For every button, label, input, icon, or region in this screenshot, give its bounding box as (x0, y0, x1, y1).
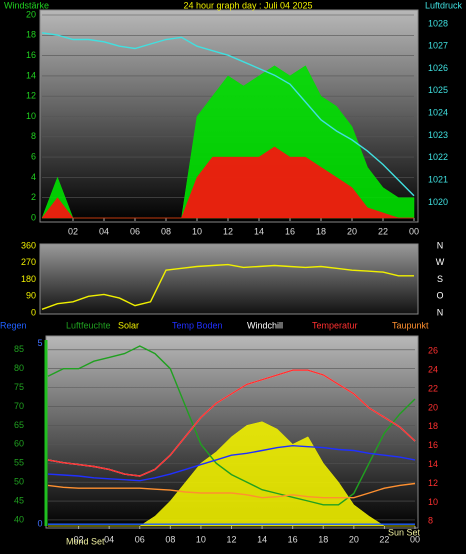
y-tick-label: 18 (26, 30, 36, 40)
y-tick-label: 10 (26, 111, 36, 121)
annotation: Mond Set (66, 536, 105, 546)
series-line (47, 345, 416, 506)
x-tick-label: 12 (226, 534, 236, 544)
series-line (47, 482, 416, 499)
legend-label: Regen (0, 320, 27, 330)
x-tick-label: 08 (161, 226, 171, 236)
x-tick-label: 00 (410, 534, 420, 544)
y-tick-label: 270 (21, 257, 36, 267)
x-tick-label: 10 (196, 534, 206, 544)
x-tick-label: 06 (135, 534, 145, 544)
y2-tick-label: 1023 (428, 130, 448, 140)
y2-tick-label: 10 (428, 497, 438, 507)
y2-tick-label: 1021 (428, 174, 448, 184)
y2-tick-label: 1024 (428, 108, 448, 118)
series-line (47, 369, 416, 477)
y2-tick-label: 20 (428, 402, 438, 412)
x-tick-label: 14 (254, 226, 264, 236)
annotation: Sun Set (388, 527, 421, 537)
y2-tick-label: 18 (428, 421, 438, 431)
y2-tick-label: 1022 (428, 152, 448, 162)
y-tick-label: 0 (31, 212, 36, 222)
y-tick-label: 180 (21, 274, 36, 284)
y-tick-label: 8 (31, 131, 36, 141)
y-tick-label: 2 (31, 192, 36, 202)
y-tick-label: 80 (14, 363, 24, 373)
x-tick-label: 04 (99, 226, 109, 236)
y2-tick-label: 26 (428, 346, 438, 356)
y-tick-label: 4 (31, 172, 36, 182)
x-tick-label: 04 (104, 534, 114, 544)
y-tick-label: 16 (26, 50, 36, 60)
y-tick-label: 0 (31, 307, 36, 317)
panel (39, 243, 419, 315)
y-tick-label: 90 (26, 291, 36, 301)
y-tick-label: 65 (14, 420, 24, 430)
y-tick-label: 55 (14, 458, 24, 468)
chart-title: 24 hour graph day : Juli 04 2025 (183, 0, 312, 10)
series-line (41, 263, 414, 310)
y2-tick-label: 14 (428, 459, 438, 469)
y-tick-label: 6 (31, 151, 36, 161)
y2-tick-label: 1020 (428, 197, 448, 207)
series-line (47, 444, 416, 482)
y2-tick-label: 16 (428, 440, 438, 450)
y-tick-label: 360 (21, 240, 36, 250)
y-tick-label: 70 (14, 401, 24, 411)
x-tick-label: 00 (409, 226, 419, 236)
x-tick-label: 16 (285, 226, 295, 236)
x-tick-label: 22 (379, 534, 389, 544)
x-tick-label: 10 (192, 226, 202, 236)
y-tick-label: 40 (14, 514, 24, 524)
x-tick-label: 20 (349, 534, 359, 544)
x-tick-label: 18 (316, 226, 326, 236)
y2-tick-label: 24 (428, 365, 438, 375)
x-tick-label: 06 (130, 226, 140, 236)
y-tick-label: 50 (14, 477, 24, 487)
y-tick-label: 14 (26, 70, 36, 80)
compass-label: N (437, 240, 444, 250)
legend-label: Taupunkt (392, 320, 429, 330)
compass-label: O (436, 291, 443, 301)
y3-tick-label: 0 (37, 519, 42, 529)
y2-tick-label: 22 (428, 383, 438, 393)
x-tick-label: 02 (74, 534, 84, 544)
y-axis-label: Windstärke (4, 0, 49, 10)
series-line (41, 32, 415, 197)
x-tick-label: 12 (223, 226, 233, 236)
compass-label: N (437, 307, 444, 317)
x-tick-label: 14 (257, 534, 267, 544)
x-tick-label: 02 (68, 226, 78, 236)
legend-label: Temperatur (312, 320, 358, 330)
y2-tick-label: 1027 (428, 41, 448, 51)
compass-label: W (436, 257, 445, 267)
y2-axis-label: Luftdruck (425, 0, 463, 10)
x-tick-label: 18 (318, 534, 328, 544)
legend-label: Luftfeuchte (66, 320, 111, 330)
y-tick-label: 20 (26, 9, 36, 19)
y-tick-label: 45 (14, 495, 24, 505)
compass-label: S (437, 274, 443, 284)
y2-tick-label: 1025 (428, 85, 448, 95)
series-area (41, 146, 414, 219)
y-tick-label: 12 (26, 91, 36, 101)
legend-label: Solar (118, 320, 139, 330)
legend-label: Temp Boden (172, 320, 223, 330)
x-tick-label: 16 (288, 534, 298, 544)
y2-tick-label: 1028 (428, 18, 448, 28)
legend-label: Windchill (247, 320, 283, 330)
y2-tick-label: 12 (428, 478, 438, 488)
x-tick-label: 08 (165, 534, 175, 544)
y2-tick-label: 1026 (428, 63, 448, 73)
y-tick-label: 85 (14, 344, 24, 354)
y-tick-label: 60 (14, 439, 24, 449)
y2-tick-label: 8 (428, 516, 433, 526)
y-tick-label: 75 (14, 382, 24, 392)
x-tick-label: 20 (347, 226, 357, 236)
x-tick-label: 22 (378, 226, 388, 236)
y3-tick-label: 5 (37, 338, 42, 348)
